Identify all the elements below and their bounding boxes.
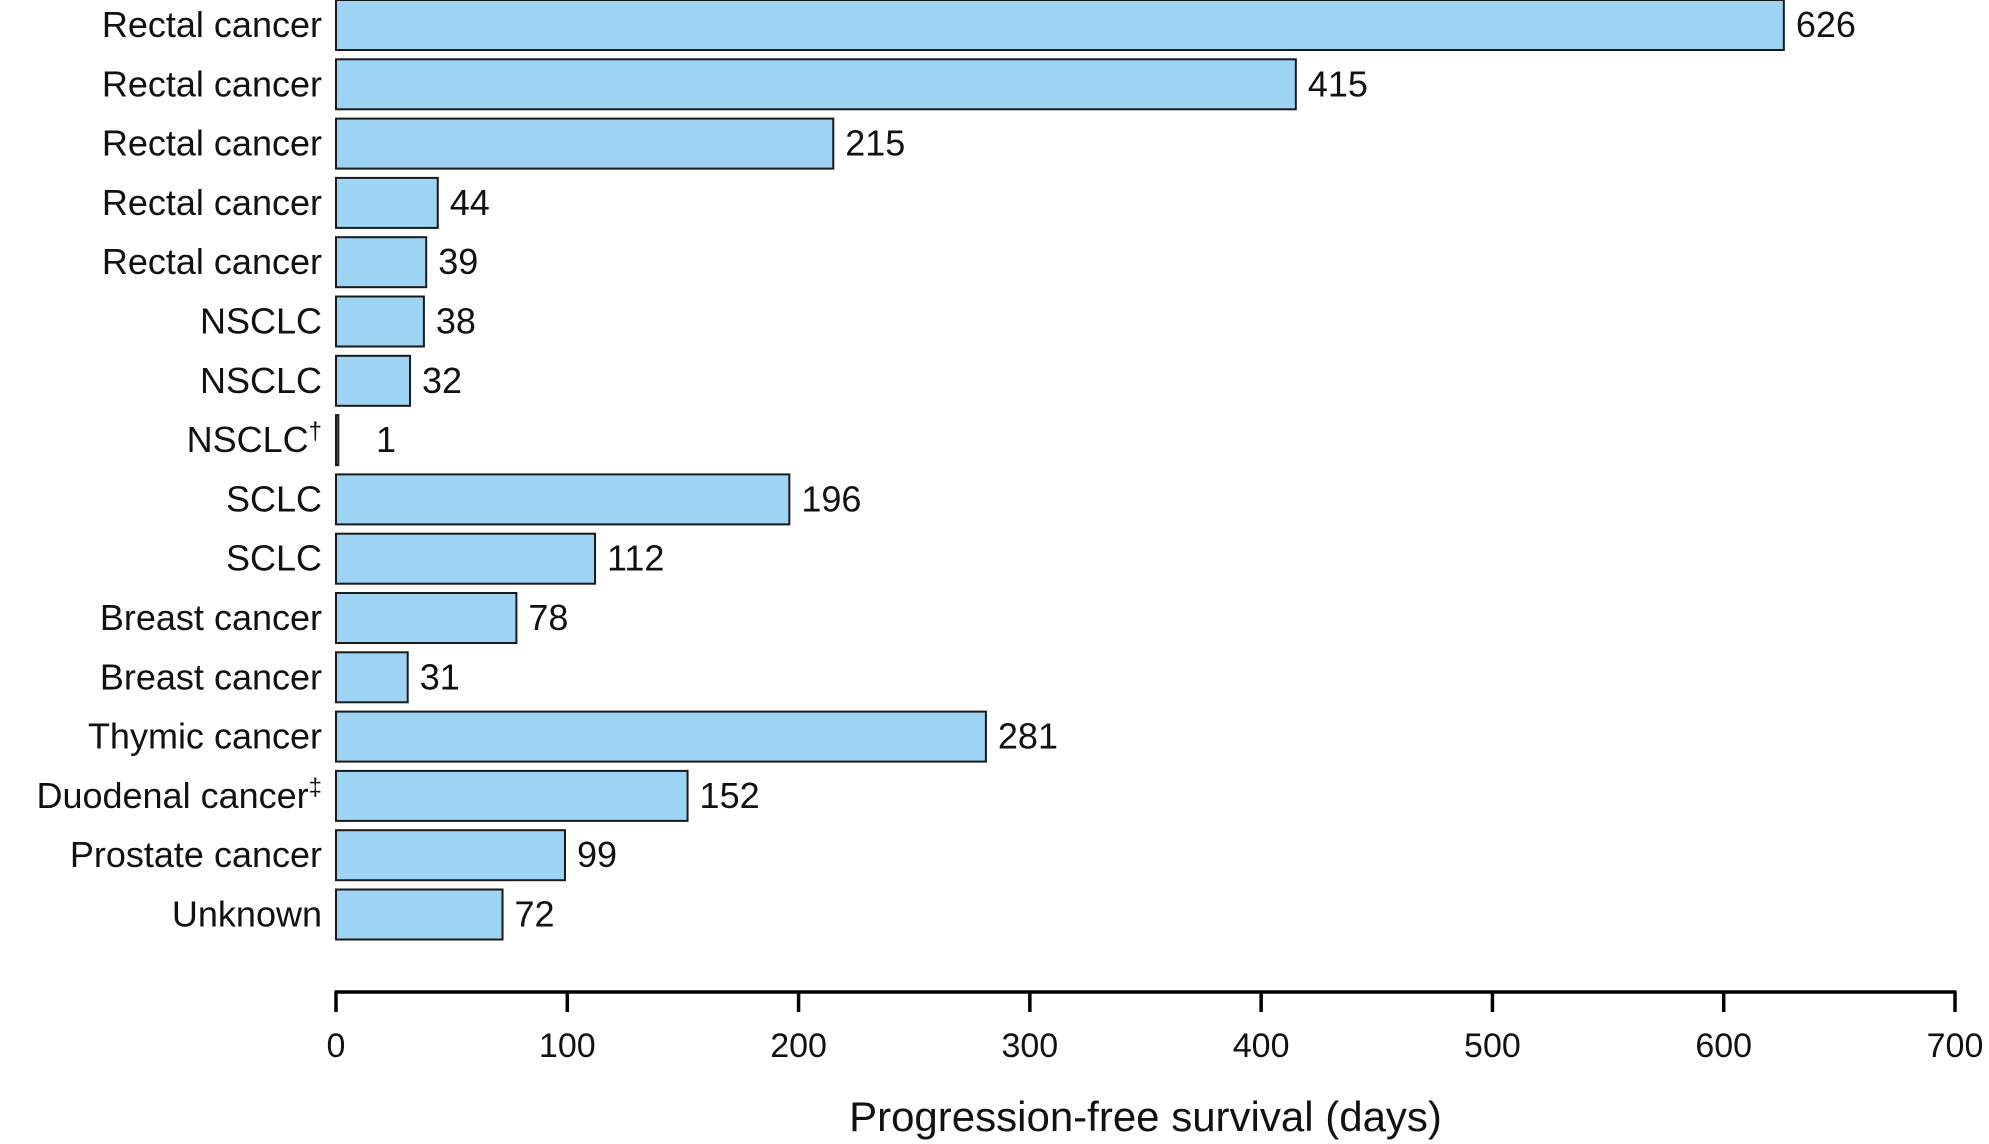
- x-tick-label: 600: [1695, 1027, 1752, 1065]
- bar: [335, 236, 428, 289]
- category-label: Breast cancer: [100, 597, 322, 638]
- category-label: SCLC: [226, 478, 322, 519]
- value-label: 281: [998, 716, 1058, 757]
- value-label: 415: [1308, 63, 1368, 104]
- value-label: 112: [607, 538, 664, 579]
- bar: [335, 354, 412, 407]
- bar: [335, 295, 425, 348]
- x-tick-label: 0: [327, 1027, 346, 1065]
- category-label: NSCLC: [200, 301, 322, 342]
- value-label: 44: [450, 182, 490, 223]
- x-axis: 0 100 200 300 400 500 600 700: [327, 990, 1984, 1065]
- bar: [335, 710, 987, 763]
- value-label: 39: [438, 241, 478, 282]
- bar: [335, 888, 504, 941]
- category-label: Unknown: [172, 894, 322, 935]
- category-label: Rectal cancer: [102, 63, 322, 104]
- value-labels-group: 626 415 215 44 39 38 32 1 196 112 78 31 281 152 99 72: [376, 4, 1856, 935]
- category-label: Rectal cancer: [102, 4, 322, 45]
- x-tick-label: 100: [539, 1027, 596, 1065]
- bar: [335, 592, 518, 644]
- category-label: NSCLC†: [187, 418, 322, 460]
- bar: [335, 414, 340, 467]
- category-label: Rectal cancer: [102, 123, 322, 164]
- category-label: Prostate cancer: [70, 834, 322, 875]
- category-label: Duodenal cancer‡: [36, 774, 322, 816]
- bar: [335, 58, 1297, 111]
- category-labels-group: Rectal cancer Rectal cancer Rectal cancer R…: [36, 4, 322, 935]
- category-label: Breast cancer: [100, 656, 322, 697]
- x-tick-label: 300: [1001, 1027, 1058, 1065]
- category-label: Rectal cancer: [102, 241, 322, 282]
- category-label: NSCLC: [200, 360, 322, 401]
- value-label: 31: [420, 656, 460, 697]
- x-tick-label: 700: [1927, 1027, 1984, 1065]
- value-label: 1: [376, 419, 396, 460]
- footnote-mark: †: [309, 418, 322, 445]
- value-label: 152: [700, 775, 760, 816]
- bar: [335, 651, 409, 704]
- category-label: Thymic cancer: [88, 716, 322, 757]
- value-label: 38: [436, 301, 476, 342]
- value-label: 32: [422, 360, 462, 401]
- value-label: 72: [515, 894, 555, 935]
- x-tick-label: 400: [1233, 1027, 1290, 1065]
- bars-group: [335, 0, 1785, 941]
- footnote-mark: ‡: [309, 774, 322, 801]
- bar: [335, 117, 835, 170]
- x-axis-title: Progression-free survival (days): [849, 1093, 1442, 1140]
- bar: [335, 176, 439, 229]
- bar: [335, 769, 689, 822]
- x-tick-label: 200: [770, 1027, 827, 1065]
- value-label: 196: [801, 478, 861, 519]
- value-label: 626: [1796, 4, 1856, 45]
- x-tick-label: 500: [1464, 1027, 1521, 1065]
- category-label: SCLC: [226, 538, 322, 579]
- bar: [335, 0, 1785, 51]
- category-label: Rectal cancer: [102, 182, 322, 223]
- value-label: 78: [528, 597, 568, 638]
- value-label: 99: [577, 834, 617, 875]
- value-label: 215: [845, 123, 905, 164]
- bar: [335, 473, 791, 526]
- bar: [335, 829, 566, 882]
- bar: [335, 532, 597, 585]
